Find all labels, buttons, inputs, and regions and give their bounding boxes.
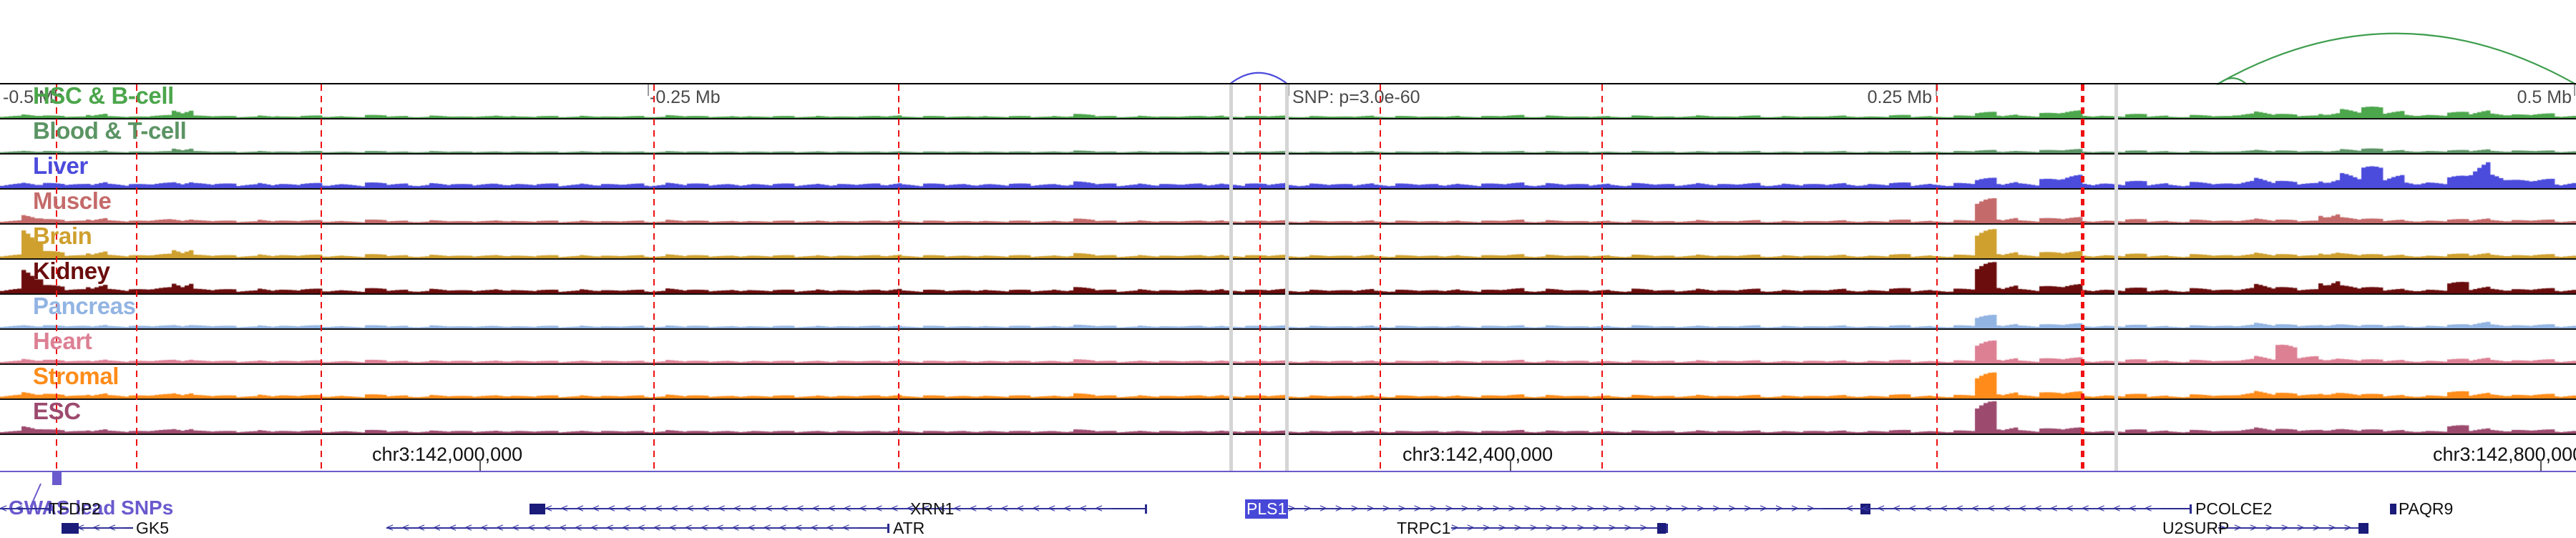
interaction-arc (2216, 32, 2576, 85)
track-signal-profile (0, 84, 2576, 118)
track-signal-profile (0, 365, 2576, 398)
gene-exon-block (530, 504, 545, 514)
gene-body-line (1288, 508, 1860, 509)
track-signal-profile (0, 190, 2576, 223)
track-label: ESC (33, 398, 81, 424)
track-hsc-b-cell[interactable]: HSC & B-cell (0, 82, 2576, 119)
gene-strand-arrows: >─>─>─>─>─>─>─>─>─>─>─>─>─ (1451, 521, 1656, 534)
gene-body-line (1451, 527, 1666, 529)
gwas-lead-snps-label: GWAS lead SNPs (9, 497, 174, 519)
gene-body-line (2218, 527, 2366, 529)
track-blood-t-cell[interactable]: Blood & T-cell (0, 117, 2576, 155)
track-label: Blood & T-cell (33, 117, 187, 144)
gene-exon-block (2390, 504, 2396, 514)
track-label: Heart (33, 328, 92, 354)
gene-row-lower: <─<─<─<─ GK5 <─<─<─<─<─<─<─<─<─<─<─<─<─<─<… (0, 519, 2576, 538)
track-signal-profile (0, 260, 2576, 293)
ruler-coordinate-label: chr3:142,000,000 (372, 444, 523, 465)
gene-exon-block (1657, 523, 1666, 534)
gene-body-line (0, 508, 49, 509)
track-label: Stromal (33, 363, 119, 389)
gene-name-label[interactable]: PLS1 (1245, 499, 1289, 519)
track-muscle[interactable]: Muscle (0, 187, 2576, 225)
track-pancreas[interactable]: Pancreas (0, 293, 2576, 330)
gene-strand-arrows: <─<─<─<─<─<─<─<─<─<─<─<─<─<─<─<─<─<─<─<─ (1846, 502, 2161, 515)
track-stromal[interactable]: Stromal (0, 363, 2576, 400)
gene-annotation-track: <─<─ TFDP2 <─<─<─<─<─<─<─<─<─<─<─<─<─<─<─<… (0, 499, 2576, 538)
gene-body-line (62, 527, 133, 529)
track-label: Brain (33, 222, 92, 249)
gene-body-line (1846, 508, 2190, 509)
track-heart[interactable]: Heart (0, 328, 2576, 365)
track-label: HSC & B-cell (33, 82, 174, 109)
gene-name-label[interactable]: ATR (893, 519, 925, 537)
track-signal-profile (0, 295, 2576, 328)
gene-name-label[interactable]: GK5 (136, 519, 170, 537)
track-label: Pancreas (33, 293, 136, 319)
gene-body-line (530, 508, 1145, 509)
gene-row-upper: <─<─ TFDP2 <─<─<─<─<─<─<─<─<─<─<─<─<─<─<─<… (0, 499, 2576, 519)
gene-name-label[interactable]: PAQR9 (2399, 499, 2454, 518)
ruler-tick-mark (2540, 459, 2542, 471)
interaction-arc (1229, 72, 1289, 85)
gene-end-cap (2190, 504, 2192, 514)
gene-exon-block (2358, 523, 2368, 534)
track-signal-profile (0, 330, 2576, 363)
gene-name-label[interactable]: U2SURP (2162, 519, 2230, 537)
track-signal-profile (0, 225, 2576, 258)
ruler-coordinate-label: chr3:142,400,000 (1402, 444, 1553, 465)
track-signal-profile (0, 155, 2576, 188)
track-signal-profile (0, 400, 2576, 434)
gene-name-label[interactable]: XRN1 (910, 499, 955, 518)
track-label: Kidney (33, 258, 110, 284)
interaction-arc-layer (1229, 32, 2576, 85)
gene-strand-arrows: >─>─>─>─>─>─>─>─>─ (2218, 521, 2360, 534)
coordinate-ruler: chr3:142,000,000 chr3:142,400,000 chr3:142… (0, 444, 2576, 473)
ruler-tick-mark (479, 459, 481, 471)
gene-end-cap (887, 524, 889, 533)
ruler-baseline (0, 471, 2576, 472)
track-label: Liver (33, 152, 88, 179)
cell-type-track-stack: HSC & B-cell Blood & T-cell Liver Muscle Bra… (0, 82, 2576, 471)
ruler-tick-mark (1510, 459, 1511, 471)
ruler-coordinate-label: chr3:142,800,000 (2433, 444, 2576, 465)
gene-exon-block (62, 523, 79, 534)
track-kidney[interactable]: Kidney (0, 258, 2576, 295)
gene-name-label[interactable]: PCOLCE2 (2195, 499, 2273, 518)
gene-name-label[interactable]: TFDP2 (49, 499, 101, 518)
gene-strand-arrows: >─>─>─>─>─>─>─>─>─>─>─>─>─>─>─>─>─>─>─>─… (1288, 502, 1823, 515)
gene-strand-arrows: <─<─ (0, 502, 31, 515)
gene-end-cap (1666, 524, 1668, 533)
gwas-lead-snp-marker[interactable] (52, 472, 62, 485)
gene-name-label[interactable]: TRPC1 (1397, 519, 1451, 537)
track-signal-profile (0, 119, 2576, 153)
track-brain[interactable]: Brain (0, 222, 2576, 260)
gene-end-cap (49, 504, 51, 514)
gene-body-line (386, 527, 887, 529)
gene-strand-arrows: <─<─<─<─<─<─<─<─<─<─<─<─<─<─<─<─<─<─<─<─… (386, 521, 859, 534)
gene-strand-arrows: <─<─<─<─<─<─<─<─<─<─<─<─<─<─<─<─<─<─<─<─… (530, 502, 1111, 515)
track-esc[interactable]: ESC (0, 398, 2576, 435)
track-label: Muscle (33, 187, 112, 214)
genomic-axis-line (0, 83, 2576, 84)
gene-end-cap (1145, 504, 1147, 514)
track-liver[interactable]: Liver (0, 152, 2576, 190)
